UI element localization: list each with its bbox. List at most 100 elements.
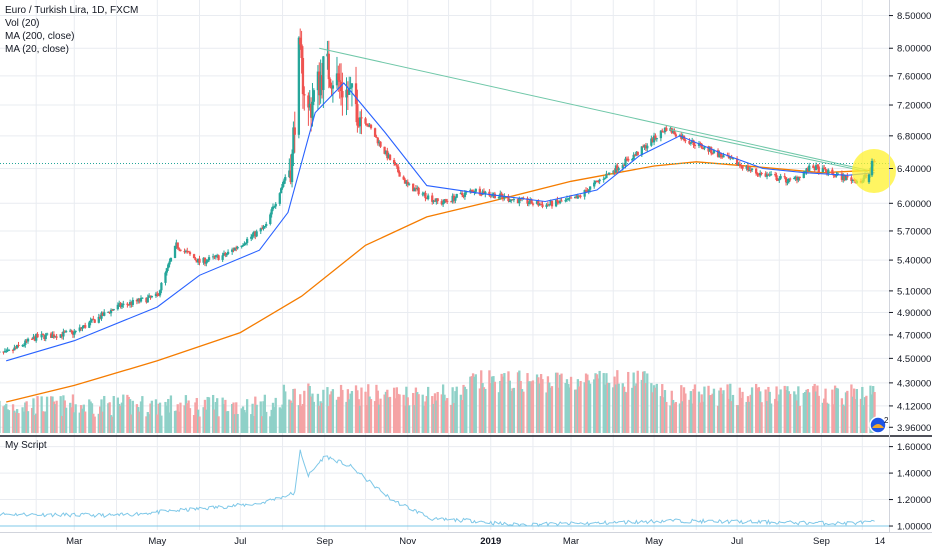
volume-bar bbox=[195, 397, 198, 433]
volume-bar bbox=[341, 389, 344, 433]
candle-body bbox=[665, 127, 668, 131]
candle-body bbox=[103, 312, 106, 316]
volume-bar bbox=[644, 383, 648, 433]
candle-body bbox=[62, 331, 65, 337]
volume-bar bbox=[588, 383, 592, 433]
volume-bar bbox=[81, 408, 84, 433]
volume-bar bbox=[82, 404, 85, 433]
volume-bar bbox=[652, 385, 656, 433]
candle-body bbox=[441, 202, 445, 205]
volume-bar bbox=[602, 373, 605, 433]
candle-body bbox=[154, 293, 158, 297]
script-pane-title[interactable]: My Script bbox=[5, 440, 47, 451]
candle-body bbox=[284, 177, 287, 181]
candle-body bbox=[112, 309, 115, 311]
volume-bar bbox=[331, 389, 335, 433]
volume-bar bbox=[413, 405, 416, 433]
candle-body bbox=[397, 166, 400, 173]
volume-bar bbox=[671, 399, 675, 433]
volume-bar bbox=[693, 384, 697, 433]
candle-body bbox=[588, 186, 592, 190]
candle-body bbox=[89, 320, 92, 323]
candle-body bbox=[358, 117, 362, 127]
candle-body bbox=[369, 124, 373, 129]
events-badge[interactable]: 2 bbox=[869, 416, 889, 434]
candle-body bbox=[384, 150, 388, 154]
candle-body bbox=[699, 143, 702, 145]
volume-bar bbox=[455, 386, 458, 433]
volume-bar bbox=[271, 402, 275, 433]
volume-bar bbox=[584, 373, 588, 433]
volume-bar bbox=[748, 401, 751, 433]
candle-body bbox=[603, 178, 607, 180]
volume-bar bbox=[433, 393, 437, 433]
volume-bar bbox=[32, 398, 35, 433]
volume-bar bbox=[216, 398, 219, 433]
volume-bar bbox=[241, 406, 245, 433]
candle-body bbox=[146, 297, 149, 303]
volume-bar bbox=[541, 379, 544, 433]
legend-ma200[interactable]: MA (200, close) bbox=[5, 31, 74, 42]
volume-bar bbox=[462, 384, 465, 433]
volume-bar bbox=[3, 405, 7, 433]
volume-bar bbox=[119, 405, 122, 433]
volume-bar bbox=[846, 390, 849, 433]
volume-bar bbox=[587, 380, 590, 433]
volume-bar bbox=[583, 382, 586, 433]
volume-bar bbox=[616, 370, 619, 433]
candle-body bbox=[245, 238, 249, 243]
candle-body bbox=[222, 253, 226, 256]
volume-bar bbox=[471, 373, 475, 433]
volume-bar bbox=[519, 380, 522, 433]
candle-body bbox=[316, 71, 320, 91]
volume-bar bbox=[451, 387, 454, 433]
candle-body bbox=[559, 200, 562, 203]
volume-bar bbox=[360, 387, 363, 433]
trendlines[interactable] bbox=[0, 47, 889, 173]
volume-bar bbox=[109, 415, 113, 433]
candle-body bbox=[614, 165, 618, 173]
volume-bar bbox=[127, 396, 130, 433]
candle-body bbox=[700, 143, 703, 148]
candle-body bbox=[636, 151, 639, 156]
candle-body bbox=[535, 201, 539, 204]
volume-bar bbox=[126, 394, 129, 433]
volume-bar bbox=[730, 401, 733, 433]
volume-bar bbox=[549, 387, 552, 433]
legend-volume[interactable]: Vol (20) bbox=[5, 18, 39, 29]
volume-bar bbox=[795, 400, 799, 433]
candle-body bbox=[712, 150, 716, 154]
volume-bar bbox=[559, 374, 562, 433]
volume-bar bbox=[554, 372, 558, 433]
script-tick-label: 1.20000 bbox=[897, 495, 931, 506]
candle-body bbox=[195, 260, 198, 263]
volume-bar bbox=[567, 384, 570, 433]
candle-body bbox=[100, 312, 103, 319]
time-tick-label: Jul bbox=[731, 536, 743, 547]
candle-body bbox=[282, 180, 286, 185]
candle-body bbox=[331, 85, 335, 89]
candle-body bbox=[462, 195, 465, 197]
volume-bar bbox=[330, 391, 333, 433]
candle-body bbox=[783, 176, 786, 178]
candle-body bbox=[575, 196, 578, 199]
volume-bar bbox=[703, 386, 706, 433]
volume-bar bbox=[443, 394, 446, 433]
volume-bar bbox=[527, 381, 531, 433]
candle-body bbox=[40, 334, 43, 338]
volume-bar bbox=[729, 383, 732, 433]
volume-bar bbox=[232, 402, 235, 433]
candle-body bbox=[367, 125, 370, 127]
candle-body bbox=[259, 228, 262, 232]
volume-bar bbox=[478, 388, 482, 433]
candle-body bbox=[768, 174, 771, 176]
volume-bar bbox=[176, 404, 179, 433]
candle-body bbox=[0, 351, 1, 353]
candle-body bbox=[54, 336, 57, 338]
candle-body bbox=[292, 127, 295, 154]
candle-body bbox=[840, 173, 844, 180]
candle-body bbox=[446, 200, 449, 202]
legend-ma20[interactable]: MA (20, close) bbox=[5, 44, 69, 55]
